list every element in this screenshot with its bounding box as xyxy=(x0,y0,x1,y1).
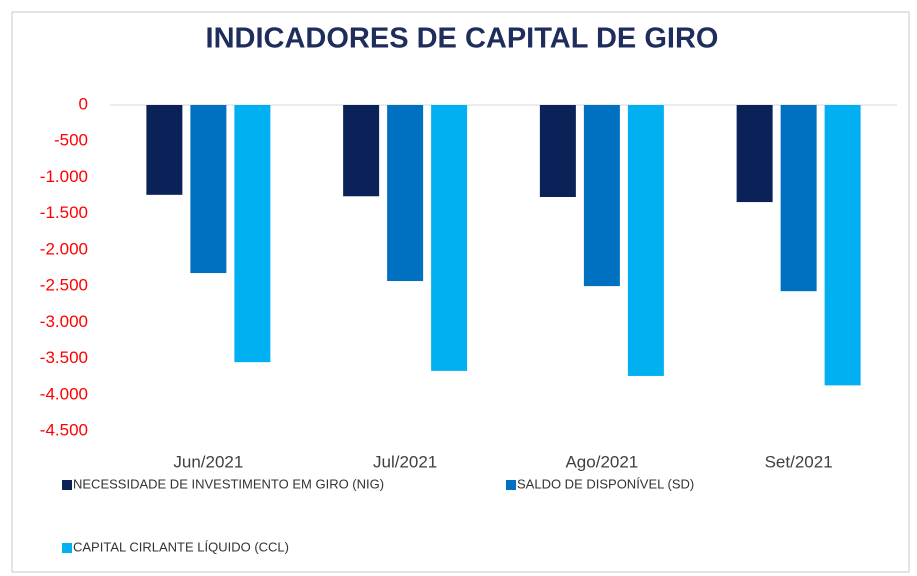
x-tick-label: Set/2021 xyxy=(765,452,833,471)
x-tick-label: Ago/2021 xyxy=(565,452,638,471)
y-tick-label: 0 xyxy=(79,94,88,113)
x-tick-label: Jul/2021 xyxy=(373,452,437,471)
x-tick-label: Jun/2021 xyxy=(173,452,243,471)
bar xyxy=(539,105,576,198)
y-tick-label: -2.000 xyxy=(40,239,88,258)
legend-swatch xyxy=(62,543,72,553)
bar xyxy=(234,105,271,363)
y-tick-label: -3.000 xyxy=(40,312,88,331)
bar xyxy=(627,105,664,376)
y-tick-label: -500 xyxy=(54,131,88,150)
y-tick-label: -3.500 xyxy=(40,348,88,367)
bar xyxy=(387,105,424,282)
bar xyxy=(780,105,817,292)
legend-label: SALDO DE DISPONÍVEL (SD) xyxy=(517,476,694,491)
bar xyxy=(824,105,861,386)
bar xyxy=(190,105,227,274)
bar xyxy=(736,105,773,203)
y-tick-label: -1.500 xyxy=(40,203,88,222)
y-tick-label: -4.500 xyxy=(40,420,88,439)
y-tick-label: -1.000 xyxy=(40,167,88,186)
bar xyxy=(146,105,183,195)
bar xyxy=(343,105,380,197)
legend-swatch xyxy=(506,480,516,490)
legend-label: NECESSIDADE DE INVESTIMENTO EM GIRO (NIG… xyxy=(73,476,384,491)
y-tick-label: -4.000 xyxy=(40,384,88,403)
chart-title: INDICADORES DE CAPITAL DE GIRO xyxy=(206,23,719,55)
legend-label: CAPITAL CIRLANTE LÍQUIDO (CCL) xyxy=(73,539,289,554)
bar xyxy=(431,105,468,371)
bar xyxy=(583,105,620,287)
legend-swatch xyxy=(62,480,72,490)
y-tick-label: -2.500 xyxy=(40,276,88,295)
